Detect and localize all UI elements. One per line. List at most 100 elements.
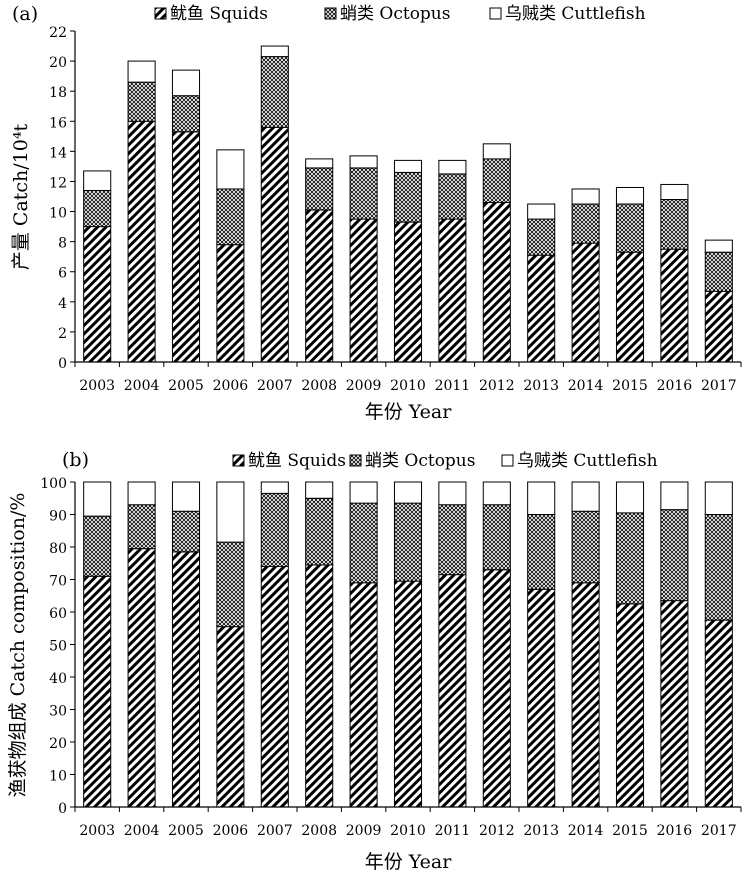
y-tick-label-b-30: 30 bbox=[49, 704, 67, 720]
panel-b-y-title: 渔获物组成 Catch composition/% bbox=[7, 493, 29, 798]
y-tick-label-b-80: 80 bbox=[49, 541, 67, 557]
bar-a-squids-2005 bbox=[171, 131, 201, 363]
bar-a-octopus-2013 bbox=[527, 218, 556, 256]
x-tick-label-a-2004: 2004 bbox=[124, 378, 160, 394]
x-tick-label-b-2013: 2013 bbox=[523, 823, 559, 839]
bar-b-squids-2004 bbox=[127, 548, 156, 808]
bar-b-cuttlefish-2010 bbox=[393, 481, 423, 504]
x-tick-label-a-2017: 2017 bbox=[701, 378, 737, 394]
bar-b-octopus-2011 bbox=[438, 504, 467, 576]
bar-b-squids-2003 bbox=[83, 575, 112, 808]
x-tick-label-b-2012: 2012 bbox=[479, 823, 515, 839]
x-tick-label-a-2009: 2009 bbox=[346, 378, 382, 394]
legend-a-squids-label: 鱿鱼 Squids bbox=[170, 4, 268, 24]
y-tick-label-a-22: 22 bbox=[49, 25, 67, 41]
legend-b-cuttlefish-swatch bbox=[501, 454, 514, 467]
bar-b-octopus-2009 bbox=[349, 502, 378, 584]
bar-b-squids-2010 bbox=[393, 580, 423, 808]
bar-a-cuttlefish-2012 bbox=[482, 143, 511, 160]
y-tick-label-b-40: 40 bbox=[49, 671, 67, 687]
bar-b-cuttlefish-2004 bbox=[127, 481, 156, 506]
bar-a-squids-2004 bbox=[127, 120, 156, 363]
bar-a-cuttlefish-2009 bbox=[349, 155, 378, 169]
y-tick-label-a-18: 18 bbox=[49, 85, 67, 101]
bar-a-cuttlefish-2014 bbox=[571, 188, 600, 205]
bar-b-octopus-2006 bbox=[216, 541, 245, 628]
panel-a-axes: 0 2 4 6 8 10 12 14 16 18 20 22 2003 2004 2005 2006 2007 2… bbox=[49, 25, 742, 394]
panel-a-catch: (a) 鱿鱼 Squids 蛸类 Octopus 乌贼类 Cuttlefish … bbox=[10, 3, 742, 423]
bar-a-cuttlefish-2016 bbox=[660, 183, 689, 201]
bar-a-octopus-2005 bbox=[171, 95, 201, 133]
bar-a-squids-2015 bbox=[615, 251, 645, 363]
bar-a-octopus-2016 bbox=[660, 199, 689, 250]
bar-a-cuttlefish-2017 bbox=[704, 239, 733, 253]
y-tick-label-a-0: 0 bbox=[58, 356, 67, 372]
bar-a-squids-2003 bbox=[83, 226, 112, 363]
bar-b-squids-2005 bbox=[171, 551, 201, 808]
bar-b-cuttlefish-2015 bbox=[615, 481, 645, 514]
x-tick-label-a-2010: 2010 bbox=[390, 378, 426, 394]
bar-a-squids-2006 bbox=[216, 244, 245, 363]
bar-b-cuttlefish-2003 bbox=[83, 481, 112, 517]
x-tick-label-b-2006: 2006 bbox=[213, 823, 249, 839]
bar-a-cuttlefish-2015 bbox=[615, 186, 645, 205]
legend-a-octopus-swatch bbox=[324, 7, 337, 20]
bar-b-octopus-2012 bbox=[482, 504, 511, 571]
bar-b-octopus-2010 bbox=[393, 502, 423, 582]
x-tick-label-b-2005: 2005 bbox=[168, 823, 204, 839]
bar-b-octopus-2008 bbox=[305, 497, 334, 566]
legend-a-octopus-label: 蛸类 Octopus bbox=[340, 4, 450, 24]
y-tick-label-b-20: 20 bbox=[49, 736, 67, 752]
bar-a-octopus-2009 bbox=[349, 167, 378, 220]
y-tick-label-a-14: 14 bbox=[49, 145, 67, 161]
x-tick-label-a-2005: 2005 bbox=[168, 378, 204, 394]
panel-b-axes: 0 10 20 30 40 50 60 70 80 90 100 2003 2004 2005 2006 20… bbox=[40, 476, 742, 839]
bar-a-octopus-2010 bbox=[393, 171, 423, 223]
y-tick-label-b-70: 70 bbox=[49, 574, 67, 590]
bar-a-cuttlefish-2010 bbox=[393, 159, 423, 173]
bar-b-squids-2008 bbox=[305, 564, 334, 808]
panel-a-bars bbox=[83, 45, 733, 363]
panel-a-y-title: 产量 Catch/10⁴t bbox=[10, 124, 32, 271]
bar-b-octopus-2014 bbox=[571, 510, 600, 584]
y-tick-label-b-0: 0 bbox=[58, 801, 67, 817]
bar-a-squids-2009 bbox=[349, 218, 378, 363]
bar-a-cuttlefish-2004 bbox=[127, 60, 156, 83]
x-tick-label-a-2011: 2011 bbox=[435, 378, 471, 394]
legend-b-squids-swatch bbox=[232, 454, 245, 467]
bar-a-octopus-2014 bbox=[571, 203, 600, 244]
x-tick-label-b-2007: 2007 bbox=[257, 823, 293, 839]
x-tick-label-b-2016: 2016 bbox=[657, 823, 693, 839]
panel-b-label: (b) bbox=[62, 449, 89, 471]
x-tick-label-b-2003: 2003 bbox=[79, 823, 115, 839]
bar-b-octopus-2013 bbox=[527, 514, 556, 590]
bar-a-cuttlefish-2011 bbox=[438, 159, 467, 175]
x-tick-label-b-2015: 2015 bbox=[612, 823, 648, 839]
legend-b-octopus-swatch bbox=[349, 454, 362, 467]
y-tick-label-a-12: 12 bbox=[49, 175, 67, 191]
bar-a-squids-2013 bbox=[527, 254, 556, 363]
bar-a-squids-2017 bbox=[704, 290, 733, 363]
bar-b-cuttlefish-2012 bbox=[482, 481, 511, 506]
bar-a-squids-2014 bbox=[571, 242, 600, 363]
bar-b-octopus-2015 bbox=[615, 512, 645, 605]
bar-a-squids-2016 bbox=[660, 248, 689, 363]
bar-a-cuttlefish-2007 bbox=[260, 45, 289, 58]
bar-a-cuttlefish-2003 bbox=[83, 170, 112, 191]
bar-a-squids-2012 bbox=[482, 202, 511, 363]
x-tick-label-b-2008: 2008 bbox=[301, 823, 337, 839]
bar-b-cuttlefish-2016 bbox=[660, 481, 689, 511]
x-tick-label-a-2016: 2016 bbox=[657, 378, 693, 394]
bar-a-cuttlefish-2013 bbox=[527, 203, 556, 220]
bar-b-cuttlefish-2013 bbox=[527, 481, 556, 515]
y-tick-label-b-50: 50 bbox=[49, 639, 67, 655]
x-tick-label-b-2014: 2014 bbox=[568, 823, 604, 839]
bar-a-octopus-2006 bbox=[216, 188, 245, 246]
bar-b-squids-2013 bbox=[527, 588, 556, 808]
panel-b-composition: (b) 鱿鱼 Squids 蛸类 Octopus 乌贼类 Cuttlefish … bbox=[7, 449, 742, 873]
bar-b-octopus-2005 bbox=[171, 510, 201, 553]
bar-a-squids-2008 bbox=[305, 209, 334, 363]
bar-a-squids-2007 bbox=[260, 126, 289, 363]
x-tick-label-a-2014: 2014 bbox=[568, 378, 604, 394]
